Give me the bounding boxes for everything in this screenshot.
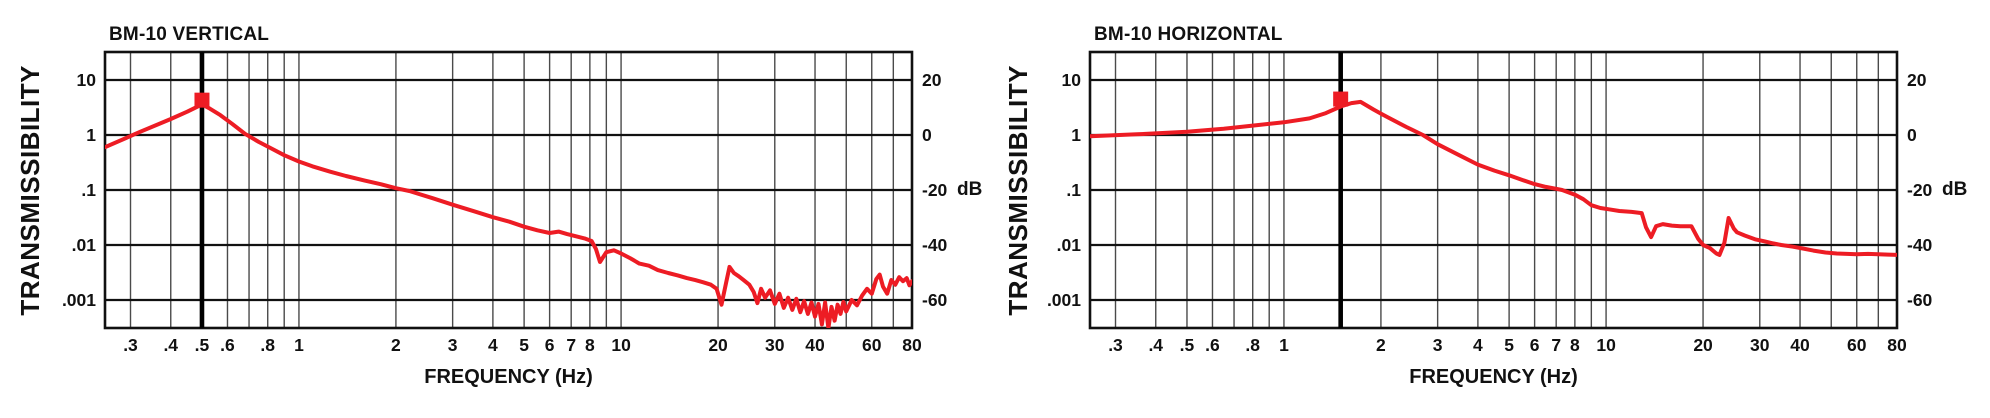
x-tick-label: 6 — [1530, 335, 1540, 355]
x-tick-label: 30 — [765, 335, 785, 355]
x-tick-label: 2 — [391, 335, 401, 355]
x-tick-label: 3 — [1433, 335, 1443, 355]
x-tick-label: 5 — [1504, 335, 1514, 355]
db-tick-label: -20 — [922, 180, 948, 200]
x-tick-label: 20 — [1693, 335, 1713, 355]
y-tick-label: .01 — [72, 235, 97, 255]
y-axis-label-vertical: TRANSMISSIBILITY — [14, 64, 45, 316]
x-tick-label: 60 — [862, 335, 882, 355]
x-tick-label: .8 — [260, 335, 275, 355]
x-tick-label: .3 — [1108, 335, 1123, 355]
x-tick-label: 8 — [585, 335, 595, 355]
x-tick-label: 60 — [1847, 335, 1867, 355]
x-tick-label: .4 — [1148, 335, 1163, 355]
plot-border — [1088, 50, 1899, 330]
x-tick-label: 80 — [1887, 335, 1907, 355]
x-tick-label: 10 — [1596, 335, 1616, 355]
x-axis-label-vertical: FREQUENCY (Hz) — [424, 366, 593, 388]
y-axis-label-horizontal: TRANSMISSIBILITY — [1002, 64, 1033, 316]
x-tick-label: 40 — [805, 335, 825, 355]
x-tick-label: 6 — [545, 335, 555, 355]
y-tick-label: 1 — [1071, 125, 1081, 145]
db-tick-label: -60 — [1907, 290, 1933, 310]
plot-border — [103, 50, 914, 330]
db-tick-label: 20 — [922, 70, 942, 90]
x-tick-label: 1 — [1279, 335, 1289, 355]
y-tick-label: 10 — [77, 70, 97, 90]
x-tick-label: 30 — [1750, 335, 1770, 355]
db-tick-label: -40 — [1907, 235, 1933, 255]
resonance-marker — [194, 92, 210, 108]
chart-title-horizontal: BM-10 HORIZONTAL — [1094, 24, 1283, 45]
x-tick-label: 4 — [488, 335, 498, 355]
x-tick-label: 10 — [611, 335, 631, 355]
x-tick-label: .4 — [163, 335, 178, 355]
y-tick-label: .01 — [1057, 235, 1082, 255]
y-tick-label: .1 — [81, 180, 96, 200]
chart-title-vertical: BM-10 VERTICAL — [109, 24, 270, 45]
x-tick-label: 7 — [1551, 335, 1561, 355]
db-tick-label: -20 — [1907, 180, 1933, 200]
x-tick-label: 1 — [294, 335, 304, 355]
x-tick-label: .3 — [123, 335, 138, 355]
x-tick-label: 3 — [448, 335, 458, 355]
db-unit-label-vertical: dB — [957, 179, 983, 200]
x-tick-label: 2 — [1376, 335, 1386, 355]
x-tick-label: 5 — [519, 335, 529, 355]
x-tick-label: 80 — [902, 335, 922, 355]
y-tick-label: .001 — [1047, 290, 1081, 310]
transmissibility-curve — [1090, 99, 1897, 257]
x-tick-label: 40 — [1790, 335, 1810, 355]
db-tick-label: -40 — [922, 235, 948, 255]
y-tick-label: 10 — [1062, 70, 1082, 90]
db-unit-label-horizontal: dB — [1942, 179, 1968, 200]
x-tick-label: 8 — [1570, 335, 1580, 355]
db-tick-label: 0 — [1907, 125, 1917, 145]
y-tick-label: .1 — [1066, 180, 1081, 200]
x-tick-label: .5 — [1180, 335, 1195, 355]
x-tick-label: 4 — [1473, 335, 1483, 355]
db-tick-label: 0 — [922, 125, 932, 145]
x-tick-label: .5 — [195, 335, 210, 355]
x-tick-label: .6 — [1205, 335, 1220, 355]
y-tick-label: .001 — [62, 290, 96, 310]
horizontal-chart-plot: .3 .4 .5 .6 .8 1 2 3 4 5 6 7 8 10 20 30 40 60 80 10 1 .1 .01 .0… — [1047, 50, 1933, 355]
y-tick-label: 1 — [86, 125, 96, 145]
db-tick-label: -60 — [922, 290, 948, 310]
vertical-chart-plot: .3 .4 .5 .6 .8 1 2 3 4 5 6 7 8 10 20 30 40 60 80 10 1 .1 .01 .0… — [62, 50, 948, 355]
transmissibility-curve — [105, 102, 912, 328]
db-tick-label: 20 — [1907, 70, 1927, 90]
x-axis-label-horizontal: FREQUENCY (Hz) — [1409, 366, 1578, 388]
x-tick-label: .6 — [220, 335, 235, 355]
x-tick-label: 20 — [708, 335, 728, 355]
x-tick-label: 7 — [566, 335, 576, 355]
resonance-marker — [1333, 91, 1349, 107]
x-tick-label: .8 — [1245, 335, 1260, 355]
